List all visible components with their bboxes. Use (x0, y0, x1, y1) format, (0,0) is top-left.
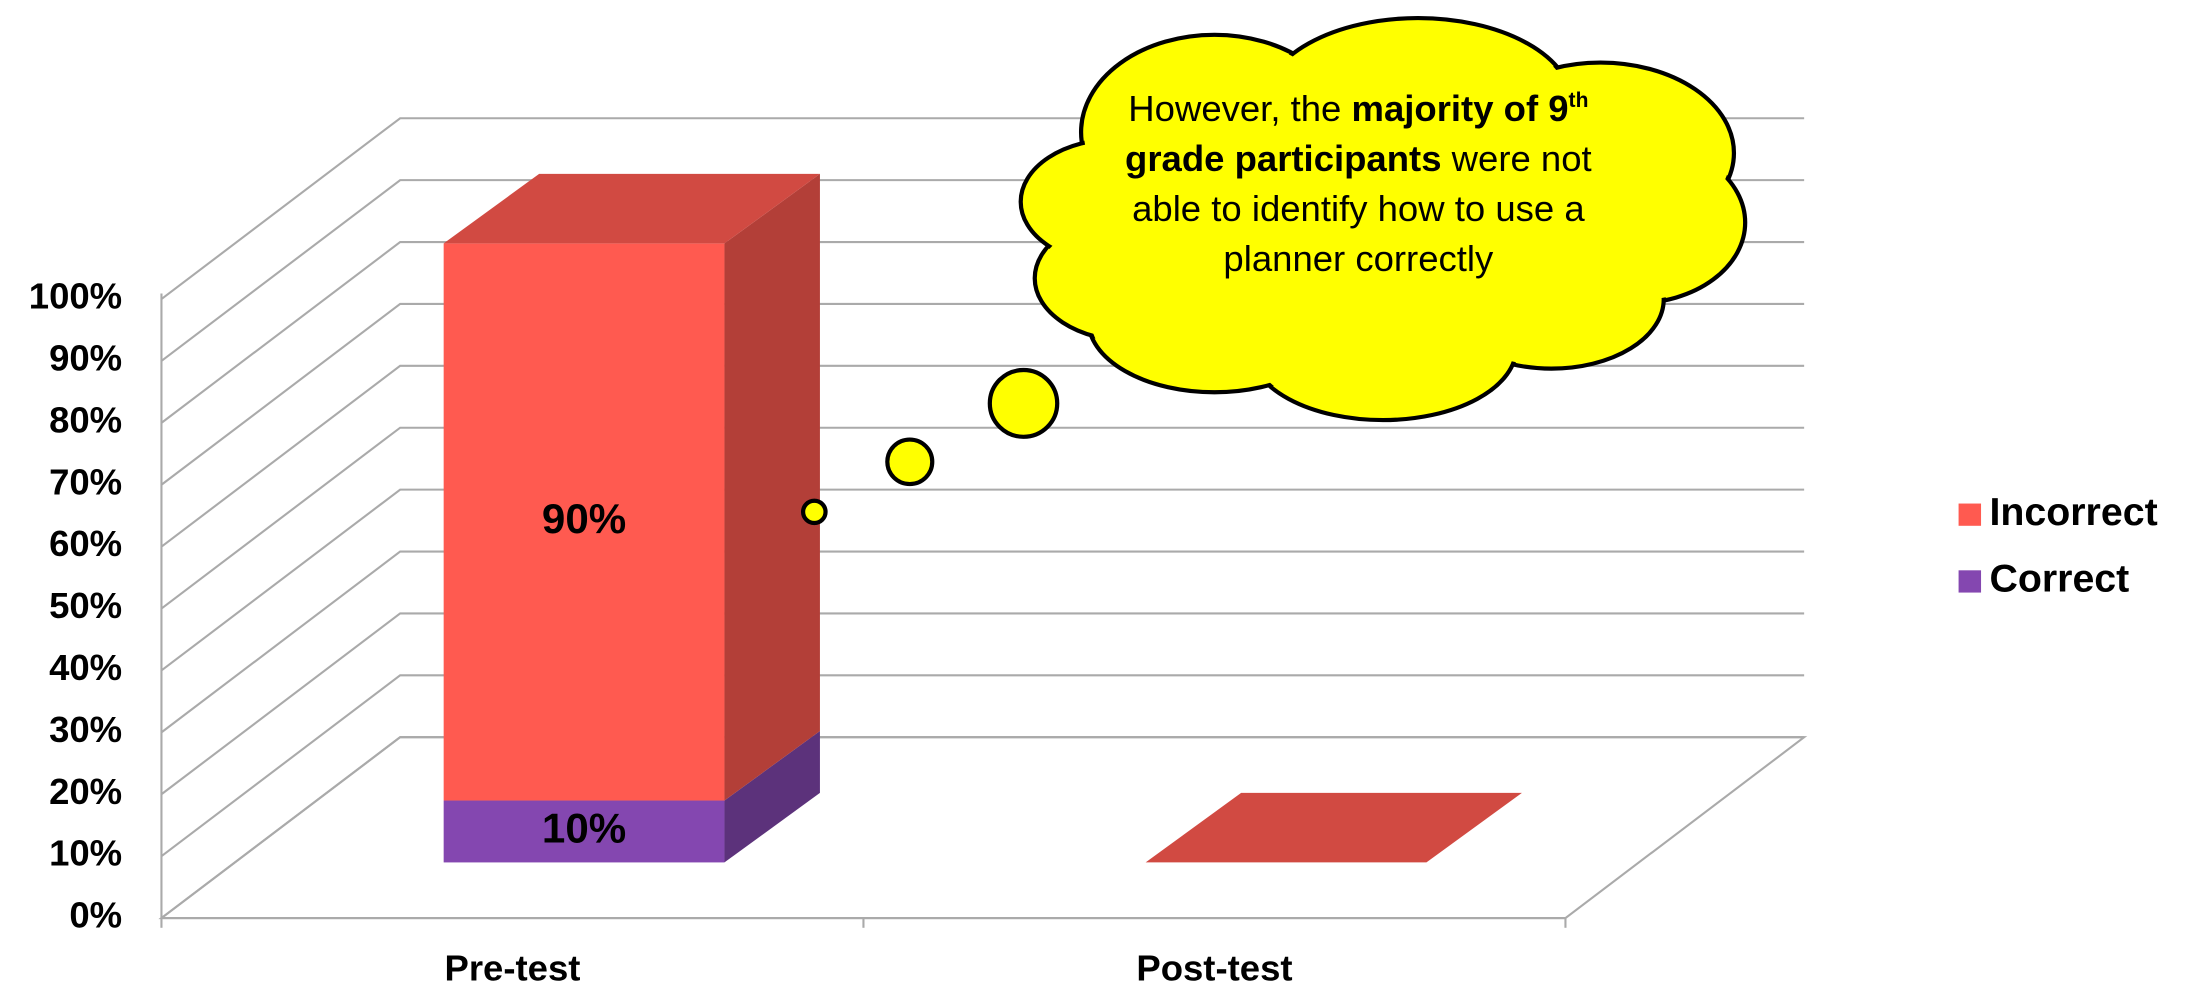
y-tick-label: 60% (49, 523, 122, 564)
grid-line (161, 613, 1804, 794)
y-tick-label: 90% (49, 338, 122, 379)
annotation-part: However, the (1128, 88, 1351, 130)
data-label: 90% (542, 495, 626, 542)
annotation-part: majority of 9 (1352, 88, 1569, 130)
annotation: However, the majority of 9th grade parti… (1123, 83, 1593, 283)
grid-line (161, 737, 1804, 918)
y-tick-label: 0% (69, 895, 122, 936)
legend-swatch (1959, 504, 1981, 526)
grid-line (161, 552, 1804, 733)
bar-side (724, 174, 819, 801)
y-tick-label: 100% (29, 276, 122, 317)
floor (161, 737, 1804, 918)
annotation-part: th (1569, 89, 1589, 113)
stage: 0% 10% 20% 30% 40% 50% 60% 70% 80% 90% 100% Pre-tes… (0, 0, 2193, 996)
grid-line (161, 366, 1804, 547)
x-tick-label: Pre-test (445, 948, 581, 989)
legend-swatch (1959, 570, 1981, 592)
y-tick-label: 80% (49, 400, 122, 441)
grid-line (161, 675, 1804, 856)
chart: 0% 10% 20% 30% 40% 50% 60% 70% 80% 90% 100% Pre-tes… (0, 0, 2193, 996)
legend-label: Correct (1989, 558, 2129, 601)
y-tick-label: 30% (49, 709, 122, 750)
annotation-part: grade participants (1125, 138, 1441, 180)
y-tick-label: 70% (49, 461, 122, 502)
bar-top (1146, 793, 1522, 863)
legend-label: Incorrect (1989, 491, 2157, 534)
y-tick-label: 10% (49, 833, 122, 874)
page: 0% 10% 20% 30% 40% 50% 60% 70% 80% 90% 100% Pre-tes… (0, 0, 2193, 996)
y-tick-label: 20% (49, 771, 122, 812)
grid-line (161, 490, 1804, 671)
y-tick-label: 40% (49, 647, 122, 688)
y-tick-label: 50% (49, 585, 122, 626)
grid-line (161, 428, 1804, 609)
x-tick-label: Post-test (1136, 948, 1292, 989)
data-label: 10% (542, 805, 626, 852)
